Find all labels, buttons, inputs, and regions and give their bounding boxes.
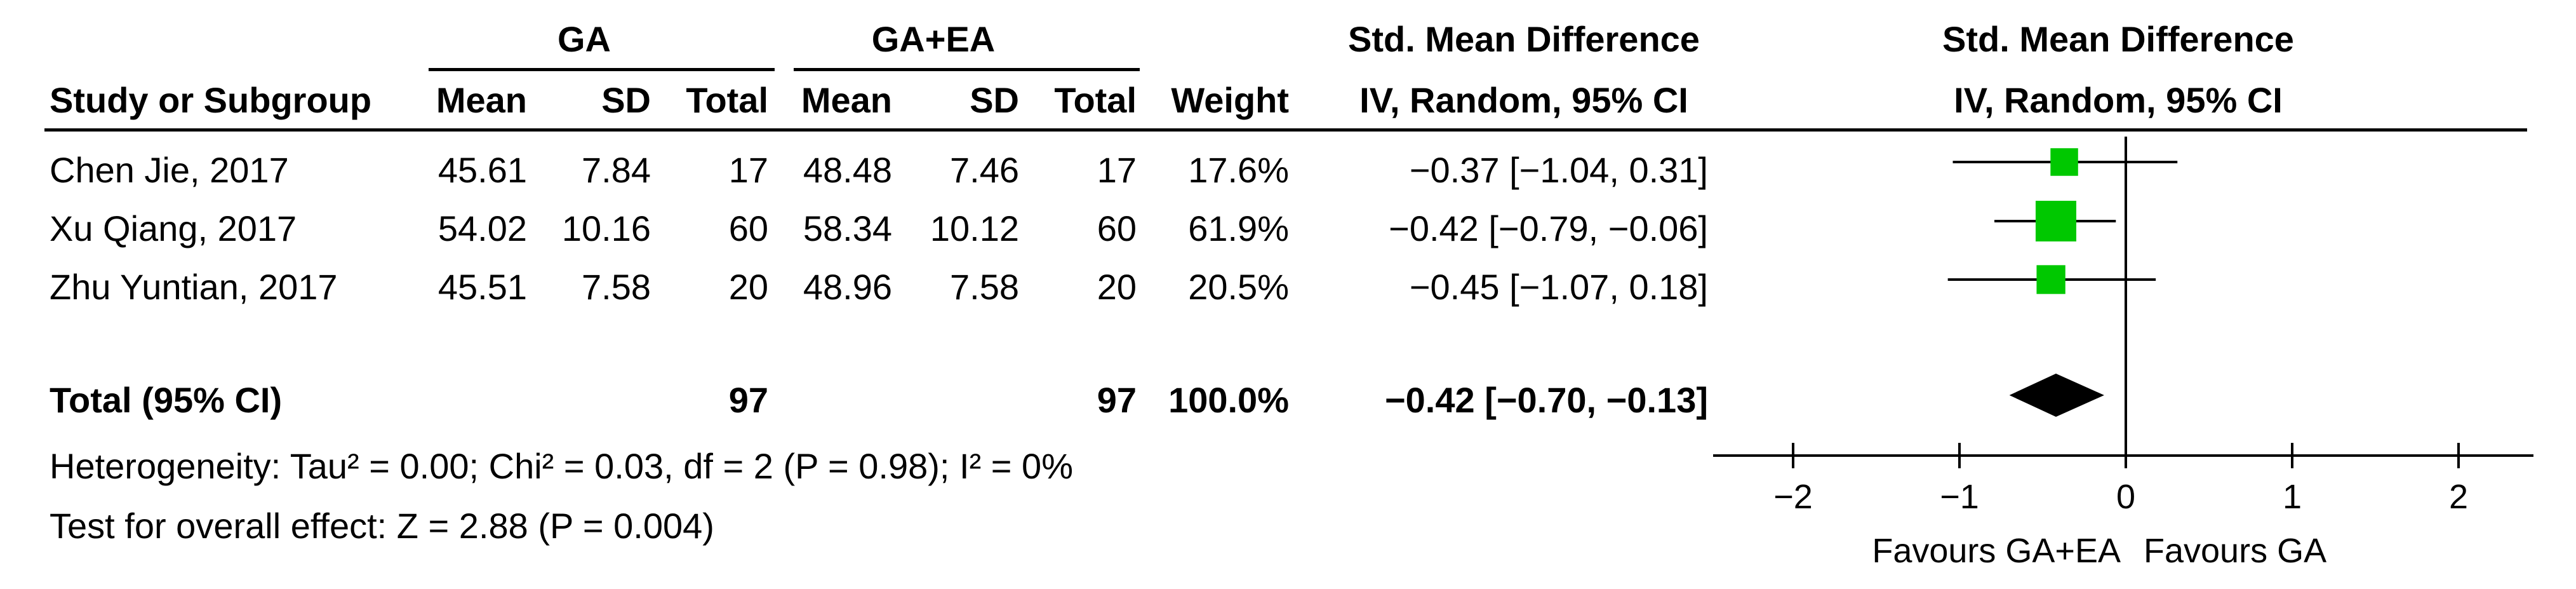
sd1-value: 7.84 (582, 150, 651, 190)
study-point-marker (2050, 148, 2078, 176)
x-axis-tick-label: 1 (2283, 478, 2302, 516)
total-label: Total (95% CI) (50, 380, 283, 420)
mean1-value: 54.02 (437, 208, 527, 248)
group2-header: GA+EA (871, 19, 996, 59)
study-name: Zhu Yuntian, 2017 (50, 267, 338, 307)
total2-value: 20 (1097, 267, 1137, 307)
favours-left-label: Favours GA+EA (1872, 532, 2121, 570)
study-point-marker (2036, 265, 2065, 294)
sd1-value: 7.58 (582, 267, 651, 307)
sd2-value: 7.58 (950, 267, 1019, 307)
x-axis-tick-label: 2 (2449, 478, 2468, 516)
sd1-column-header: SD (601, 80, 651, 120)
ci-text: −0.45 [−1.07, 0.18] (1409, 267, 1708, 307)
weight-value: 61.9% (1188, 208, 1289, 248)
favours-right-label: Favours GA (2144, 532, 2327, 570)
total2-sum: 97 (1097, 380, 1137, 420)
group1-underline (429, 68, 775, 71)
ci-text: −0.42 [−0.79, −0.06] (1389, 208, 1708, 248)
sd2-value: 7.46 (950, 150, 1019, 190)
total1-sum: 97 (728, 380, 768, 420)
x-axis-tick-label: 0 (2116, 478, 2135, 516)
weight-column-header: Weight (1171, 80, 1289, 120)
group2-underline (794, 68, 1140, 71)
total2-column-header: Total (1054, 80, 1137, 120)
sd1-value: 10.16 (561, 208, 651, 248)
group1-header: GA (557, 19, 611, 59)
weight-value: 20.5% (1188, 267, 1289, 307)
study-column-header: Study or Subgroup (50, 80, 372, 120)
ci-text: −0.37 [−1.04, 0.31] (1409, 150, 1708, 190)
effect-title: Std. Mean Difference (1348, 19, 1700, 59)
heterogeneity-text: Heterogeneity: Tau² = 0.00; Chi² = 0.03,… (50, 446, 1073, 486)
total2-value: 60 (1097, 208, 1137, 248)
mean2-value: 48.48 (803, 150, 892, 190)
total1-column-header: Total (686, 80, 768, 120)
mean1-value: 45.61 (437, 150, 527, 190)
total-ci-text: −0.42 [−0.70, −0.13] (1384, 380, 1708, 420)
mean1-column-header: Mean (436, 80, 527, 120)
study-name: Xu Qiang, 2017 (50, 208, 297, 248)
total-weight: 100.0% (1168, 380, 1289, 420)
x-axis-tick-label: −2 (1773, 478, 1813, 516)
sd2-column-header: SD (970, 80, 1019, 120)
total1-value: 20 (728, 267, 768, 307)
overall-effect-text: Test for overall effect: Z = 2.88 (P = 0… (50, 506, 714, 546)
total1-value: 60 (728, 208, 768, 248)
total1-value: 17 (728, 150, 768, 190)
effect-subtitle: IV, Random, 95% CI (1359, 80, 1688, 120)
mean2-column-header: Mean (801, 80, 892, 120)
sd2-value: 10.12 (930, 208, 1019, 248)
mean1-value: 45.51 (437, 267, 527, 307)
study-point-marker (2035, 201, 2076, 241)
total2-value: 17 (1097, 150, 1137, 190)
header-rule (44, 128, 2527, 132)
x-axis-tick-label: −1 (1940, 478, 1979, 516)
plot-title: Std. Mean Difference (1942, 19, 2294, 59)
study-name: Chen Jie, 2017 (50, 150, 289, 190)
pooled-diamond (2009, 374, 2104, 417)
plot-subtitle: IV, Random, 95% CI (1954, 80, 2283, 120)
weight-value: 17.6% (1188, 150, 1289, 190)
mean2-value: 48.96 (803, 267, 892, 307)
mean2-value: 58.34 (803, 208, 892, 248)
